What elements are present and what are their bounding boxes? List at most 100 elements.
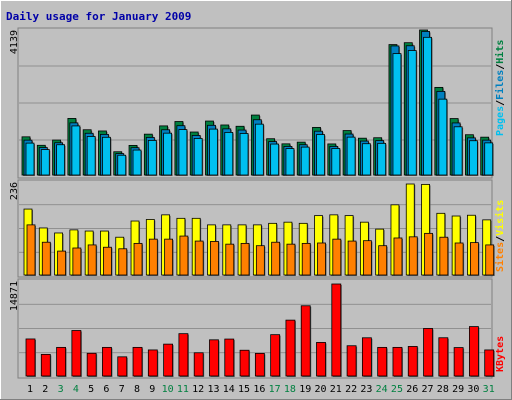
kbytes-bar <box>102 346 112 377</box>
legend-sep: / <box>495 100 506 106</box>
day-label: 31 <box>483 384 495 395</box>
legend-pages: Pages <box>495 106 506 136</box>
pages-bar <box>285 148 295 176</box>
day-label: 16 <box>253 384 265 395</box>
day-label: 27 <box>422 384 434 395</box>
kbytes-bar <box>438 337 449 377</box>
kbytes-bar <box>407 346 418 377</box>
kbytes-bar <box>469 326 479 377</box>
pages-bar <box>132 149 142 176</box>
sites-bar <box>393 237 403 276</box>
pages-bar <box>193 138 203 176</box>
pages-bar <box>163 132 173 176</box>
kbytes-bar <box>300 305 311 377</box>
kbytes-bars <box>25 283 495 377</box>
day-label: 24 <box>376 384 388 395</box>
pages-bar <box>224 132 234 176</box>
sites-bar <box>286 243 296 276</box>
kbytes-bar <box>224 338 235 377</box>
kbytes-bar <box>254 352 265 377</box>
sites-bar <box>72 247 82 276</box>
kbytes-bar <box>361 337 372 377</box>
kbytes-bar <box>423 328 433 377</box>
sites-bar <box>133 242 143 276</box>
day-label: 29 <box>452 384 464 395</box>
pages-bar <box>484 142 494 176</box>
kbytes-legend: KBytes <box>495 336 506 372</box>
kbytes-max-label: 14871 <box>9 281 20 311</box>
kbytes-bar <box>117 356 128 377</box>
pages-bar <box>469 140 478 176</box>
sites-bar <box>485 244 495 276</box>
pages-bar <box>423 36 432 176</box>
pages-bar <box>331 148 341 176</box>
pages-bar <box>71 125 81 176</box>
pages-bar <box>40 149 50 176</box>
sites-bar <box>470 242 479 276</box>
sites-bar <box>41 241 51 276</box>
kbytes-bar <box>178 333 189 377</box>
legend-sep: / <box>495 64 506 70</box>
sites-bar <box>271 241 281 276</box>
day-label: 21 <box>330 384 342 395</box>
pages-bar <box>270 143 280 176</box>
day-label: 9 <box>149 384 155 395</box>
kbytes-bar <box>270 334 281 377</box>
day-label: 12 <box>192 384 204 395</box>
day-label: 28 <box>437 384 449 395</box>
legend-visits: Visits <box>494 200 506 236</box>
kbytes-bar <box>56 346 66 377</box>
sites-bar <box>148 238 158 276</box>
day-label: 20 <box>314 384 326 395</box>
visits-bars <box>23 183 495 276</box>
pages-bar <box>392 53 402 176</box>
sites-bar <box>210 241 219 276</box>
kbytes-bar <box>40 353 51 377</box>
day-label: 13 <box>207 384 219 395</box>
pages-bar <box>102 136 111 176</box>
visits-max-label: 236 <box>9 182 20 200</box>
sites-bar <box>87 244 97 276</box>
kbytes-bar <box>147 349 158 377</box>
sites-bar <box>225 243 235 276</box>
sites-bar <box>408 236 418 276</box>
sites-bar <box>57 250 66 276</box>
sites-bar <box>194 240 204 276</box>
day-label: 10 <box>162 384 174 395</box>
sites-bar <box>179 235 189 276</box>
sites-bar <box>454 242 464 276</box>
pages-bar <box>147 140 157 176</box>
pages-bar <box>178 129 188 176</box>
day-label: 6 <box>103 384 109 395</box>
kbytes-bar <box>346 345 357 377</box>
pages-bar <box>25 142 35 176</box>
pages-bar <box>377 142 387 176</box>
pages-bar <box>407 50 417 176</box>
sites-bar <box>255 245 265 276</box>
legend-sep: / <box>495 236 506 242</box>
pages-bar <box>56 144 65 176</box>
kbytes-bar <box>484 349 495 377</box>
sites-bar <box>424 232 433 276</box>
kbytes-bar <box>392 346 403 377</box>
hits-legend: Pages/Files/Hits <box>494 40 506 136</box>
day-label: 22 <box>345 384 357 395</box>
kbytes-bar <box>285 319 296 377</box>
sites-bar <box>26 224 36 276</box>
day-label: 19 <box>299 384 311 395</box>
pages-bar <box>239 133 249 176</box>
kbytes-bar <box>331 283 342 377</box>
sites-bar <box>301 242 311 276</box>
pages-bar <box>86 136 96 176</box>
day-label: 26 <box>406 384 418 395</box>
day-label: 18 <box>284 384 296 395</box>
kbytes-bar <box>239 349 250 377</box>
visits-legend: Sites/Visits <box>494 200 506 272</box>
kbytes-bar <box>209 339 219 377</box>
sites-bar <box>439 236 449 276</box>
day-label: 4 <box>73 384 79 395</box>
sites-bar <box>378 245 388 276</box>
day-label: 7 <box>119 384 125 395</box>
kbytes-bar <box>86 352 97 377</box>
